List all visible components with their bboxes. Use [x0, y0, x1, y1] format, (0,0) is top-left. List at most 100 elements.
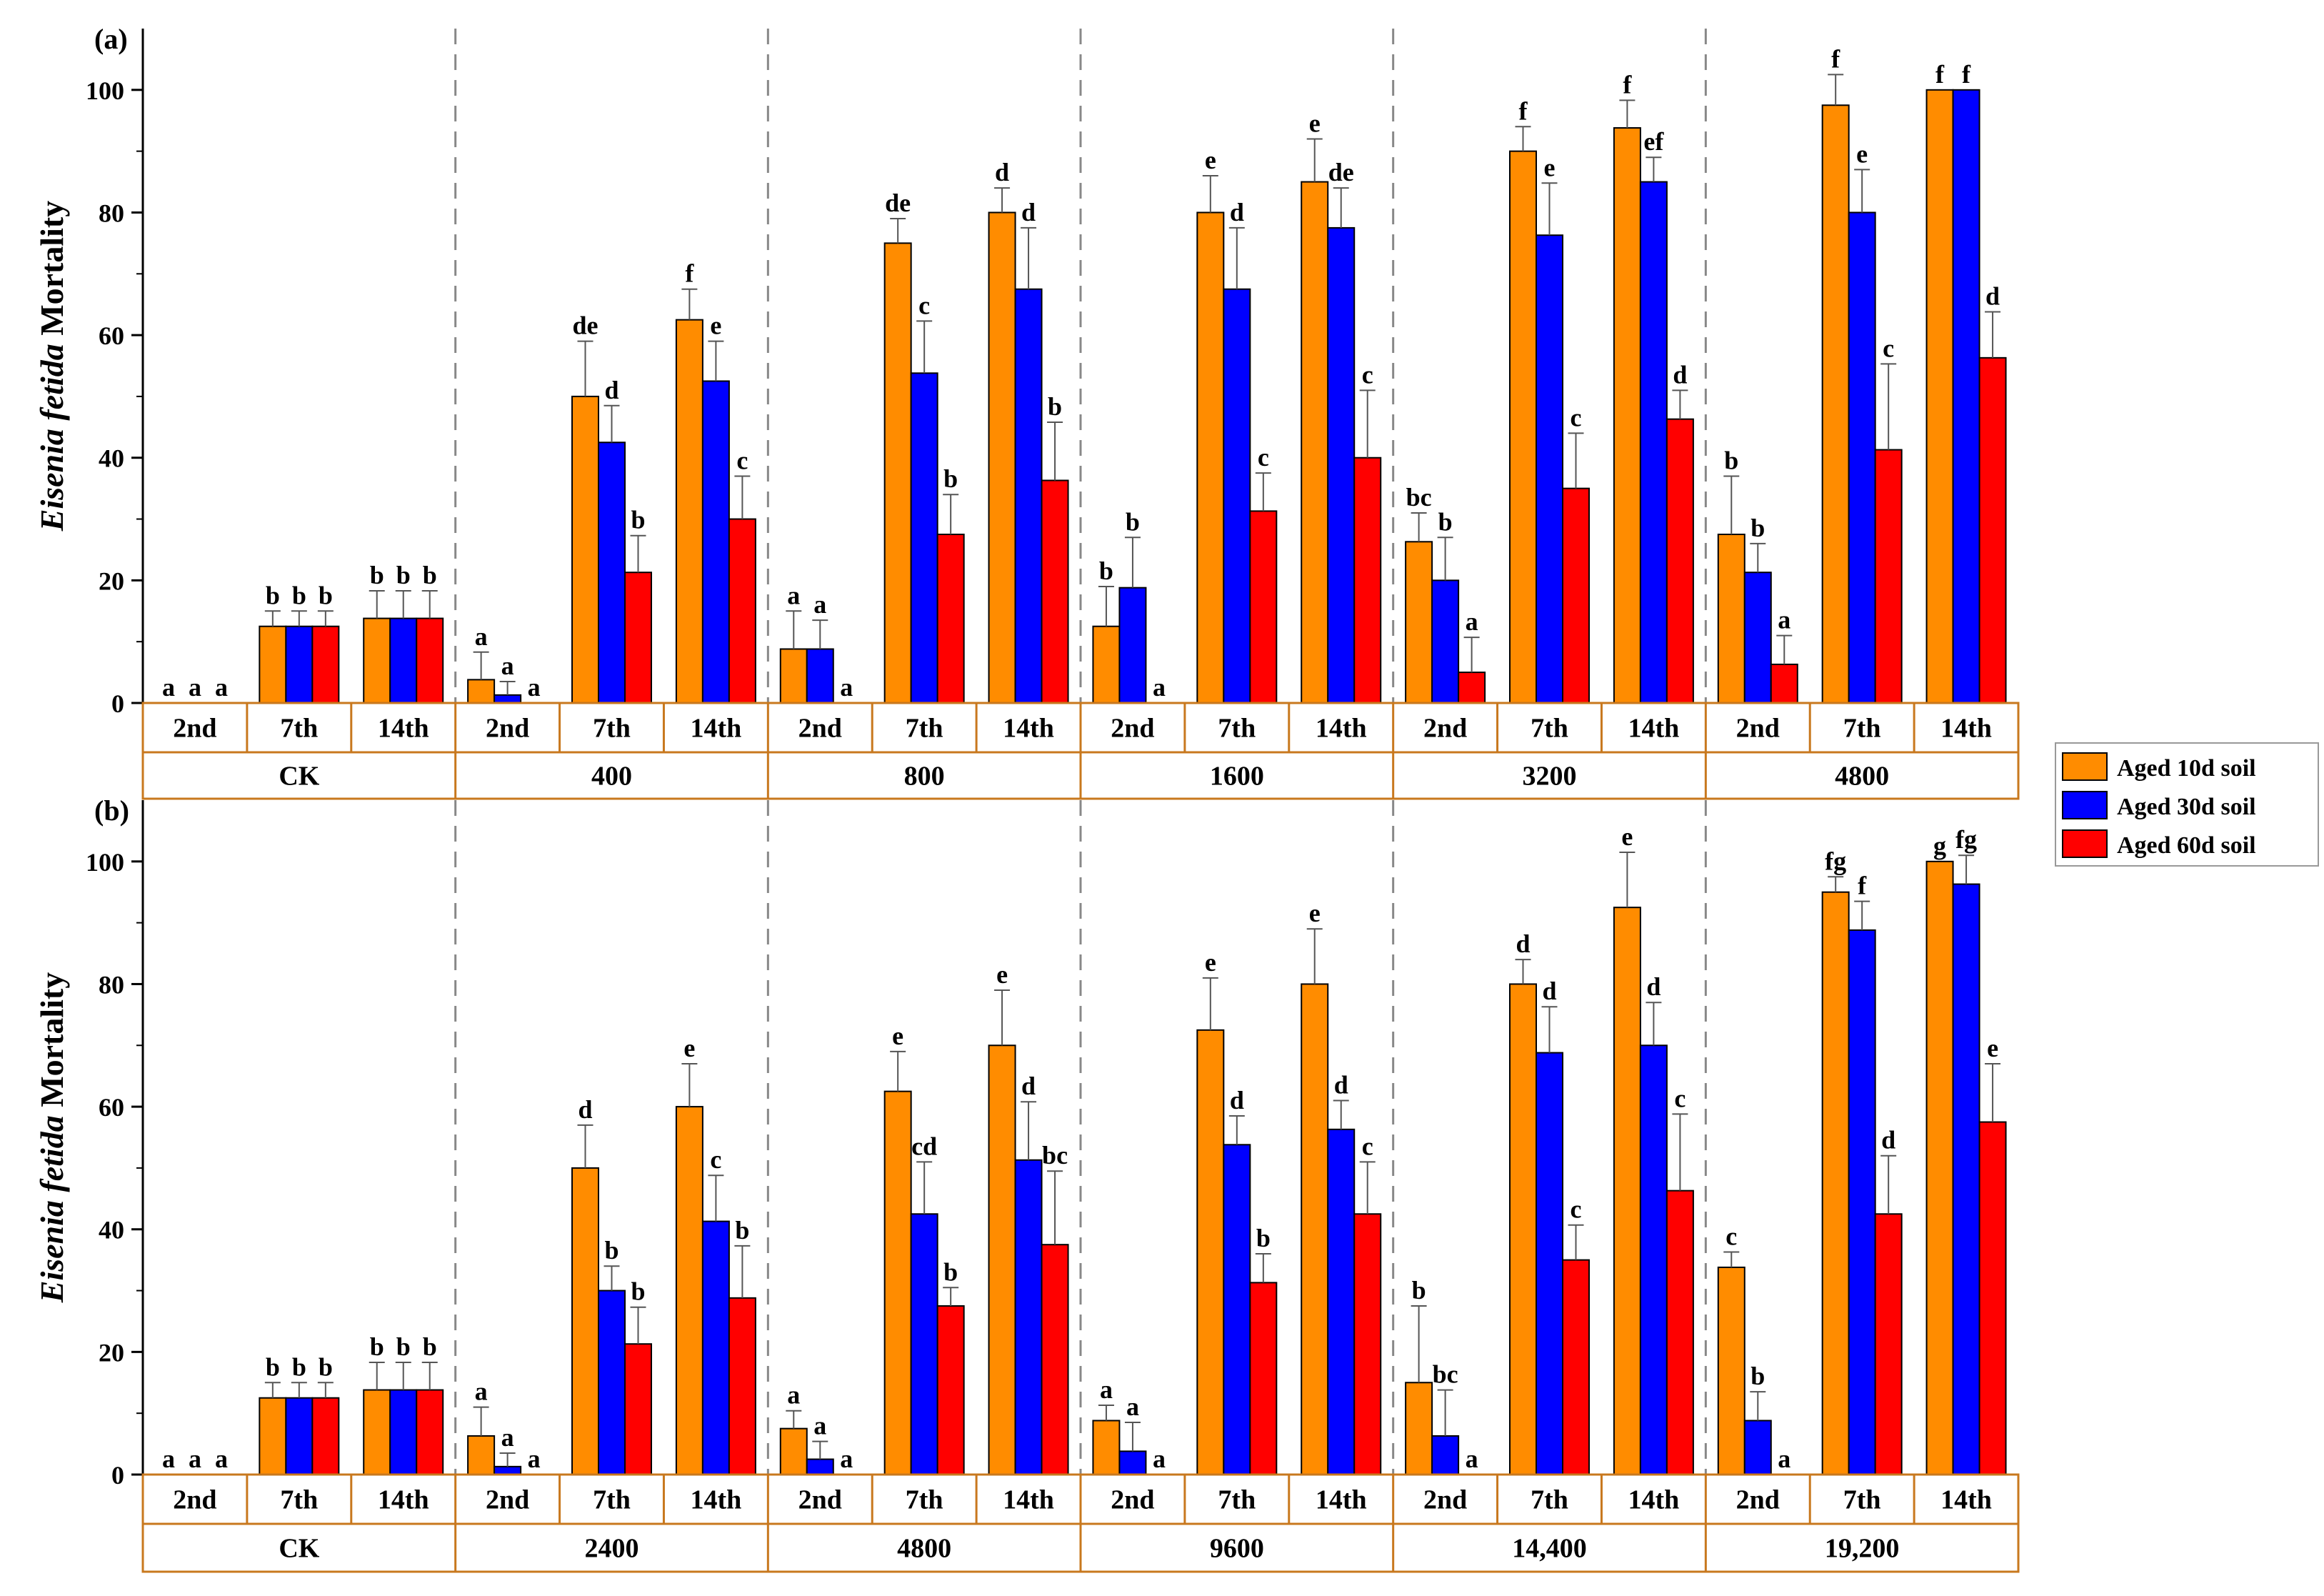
day-label: 7th [1218, 1485, 1256, 1515]
significance-letter: g [1933, 832, 1946, 860]
bar [728, 1297, 756, 1475]
bar [1118, 587, 1147, 704]
significance-letter: a [162, 1445, 175, 1473]
significance-letter: a [215, 1445, 228, 1473]
bar [1196, 211, 1225, 704]
dose-group-label: 800 [904, 762, 945, 792]
significance-letter: b [1750, 514, 1765, 542]
dose-group-label: 4800 [897, 1534, 951, 1564]
bar [416, 1389, 444, 1476]
day-label: 2nd [1736, 1485, 1780, 1515]
significance-letter: a [189, 673, 201, 702]
bar [1301, 983, 1329, 1476]
significance-letter: f [1935, 60, 1945, 89]
day-label: 2nd [173, 714, 216, 744]
day-label: 7th [280, 1485, 318, 1515]
legend-swatch [2062, 791, 2108, 819]
day-label: 7th [1843, 714, 1881, 744]
y-tick-label: 80 [99, 199, 124, 227]
significance-letter: c [1362, 1132, 1373, 1160]
y-tick-label: 0 [111, 689, 124, 718]
bar [624, 572, 652, 704]
significance-letter: a [787, 1381, 800, 1410]
bar [311, 1397, 340, 1476]
significance-letter: c [710, 1145, 721, 1174]
bar [1770, 663, 1798, 704]
significance-letter: b [1750, 1362, 1765, 1390]
y-axis-label-species: Eisenia fetida [34, 344, 70, 532]
panel-label: (a) [94, 23, 128, 55]
significance-letter: c [736, 446, 748, 474]
day-label: 14th [1940, 714, 1992, 744]
bar [1874, 1213, 1903, 1475]
day-label: 2nd [486, 714, 529, 744]
bar [1717, 534, 1745, 704]
bar [1562, 1259, 1590, 1475]
significance-letter: f [1831, 44, 1840, 73]
bar [1952, 883, 1980, 1475]
day-label: 2nd [1423, 1485, 1467, 1515]
significance-letter: de [885, 189, 911, 217]
y-axis-label-species: Eisenia fetida [34, 1115, 70, 1303]
significance-letter: e [1309, 109, 1321, 137]
significance-letter: a [501, 1423, 514, 1452]
bar [363, 617, 391, 704]
day-label: 7th [1531, 1485, 1568, 1515]
bar [1848, 211, 1876, 704]
significance-letter: b [266, 581, 280, 609]
dose-group-label: CK [279, 1534, 319, 1564]
significance-letter: f [1858, 872, 1867, 900]
day-label: 2nd [1111, 1485, 1154, 1515]
significance-letter: c [1726, 1222, 1737, 1250]
bar [1613, 127, 1641, 704]
bar [1821, 891, 1850, 1475]
day-label: 14th [1316, 714, 1367, 744]
dose-group-label: CK [279, 762, 319, 792]
bar [571, 395, 599, 704]
dose-group-label: 2400 [585, 1534, 639, 1564]
y-tick-label: 20 [99, 567, 124, 595]
significance-letter: a [813, 1412, 826, 1440]
significance-letter: b [370, 1332, 384, 1361]
significance-letter: d [1985, 281, 2000, 310]
bar [936, 1305, 965, 1475]
significance-letter: d [1230, 1086, 1244, 1114]
dose-group-label: 9600 [1210, 1534, 1264, 1564]
significance-letter: b [1256, 1224, 1271, 1252]
bar [675, 1106, 703, 1476]
bar [1223, 1144, 1251, 1476]
significance-letter: e [710, 311, 721, 340]
significance-letter: b [319, 581, 333, 609]
bar [1666, 418, 1694, 704]
day-label: 2nd [798, 1485, 842, 1515]
dose-group-label: 3200 [1523, 762, 1577, 792]
significance-letter: b [396, 1332, 411, 1361]
day-label: 14th [1003, 1485, 1054, 1515]
day-label: 2nd [1423, 714, 1467, 744]
bar [1431, 1435, 1460, 1476]
bar [1509, 150, 1537, 704]
significance-letter: d [1021, 198, 1036, 226]
bar [285, 1397, 314, 1476]
day-label: 7th [906, 714, 943, 744]
significance-letter: a [1100, 1375, 1113, 1404]
significance-letter: b [1438, 507, 1453, 536]
bar [779, 648, 808, 704]
significance-letter: d [1334, 1071, 1348, 1099]
significance-letter: b [943, 464, 958, 493]
bar [494, 1465, 522, 1476]
significance-letter: f [1962, 60, 1971, 89]
bar [1952, 89, 1980, 704]
significance-letter: b [396, 561, 411, 589]
significance-letter: a [1778, 606, 1790, 634]
significance-letter: d [1881, 1126, 1895, 1154]
bar [494, 694, 522, 704]
bar [806, 1458, 834, 1475]
bar [1327, 1128, 1356, 1475]
y-tick-label: 100 [86, 848, 124, 877]
significance-letter: a [501, 652, 514, 680]
significance-letter: b [1126, 507, 1140, 536]
significance-letter: a [189, 1445, 201, 1473]
significance-letter: d [578, 1095, 592, 1124]
